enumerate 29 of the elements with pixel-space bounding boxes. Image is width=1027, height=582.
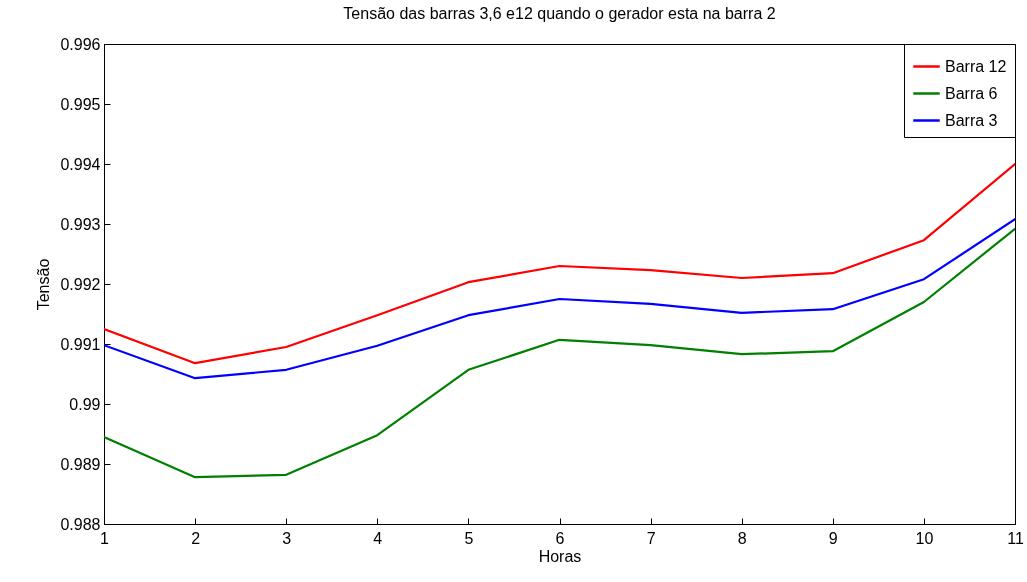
y-tick-label: 0.989 [60, 455, 101, 473]
y-axis-title: Tensão [35, 258, 53, 311]
x-tick-label: 2 [191, 529, 201, 547]
line-series [104, 227, 1015, 479]
legend-label: Barra 3 [945, 111, 998, 129]
x-tick-label: 4 [373, 529, 383, 547]
y-tick-label: 0.995 [60, 95, 101, 113]
x-tick-label: 7 [646, 529, 656, 547]
y-tick-label: 0.994 [60, 155, 101, 173]
y-tick-label: 0.99 [69, 395, 101, 413]
y-tick-label: 0.992 [60, 275, 101, 293]
x-tick-label: 9 [828, 529, 838, 547]
legend-label: Barra 12 [945, 57, 1007, 75]
chart-title: Tensão das barras 3,6 e12 quando o gerador esta na barra 2 [343, 5, 776, 22]
x-tick-label: 6 [555, 529, 565, 547]
y-tick-label: 0.988 [60, 515, 101, 533]
x-axis-title: Horas [538, 547, 582, 565]
x-tick-label: 1 [100, 529, 110, 547]
x-tick-label: 10 [915, 529, 934, 547]
y-tick-label: 0.991 [60, 335, 101, 353]
line-series [104, 162, 1015, 365]
y-tick-label: 0.993 [60, 215, 101, 233]
legend-label: Barra 6 [945, 84, 998, 102]
x-tick-label: 3 [282, 529, 292, 547]
line-series [104, 218, 1015, 380]
y-tick-label: 0.996 [60, 35, 101, 53]
x-tick-label: 5 [464, 529, 474, 547]
x-tick-label: 11 [1007, 529, 1024, 547]
x-tick-label: 8 [737, 529, 747, 547]
